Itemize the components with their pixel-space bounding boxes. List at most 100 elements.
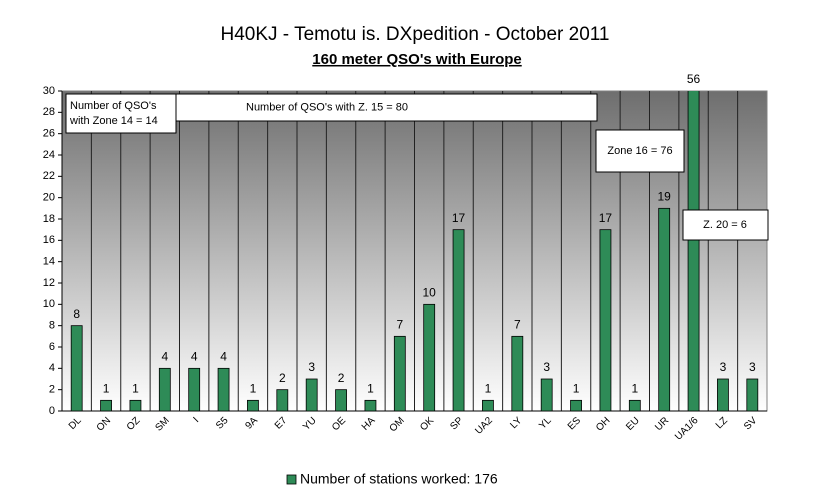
y-tick-label: 20: [43, 192, 55, 204]
annotation: Number of QSO's with Z. 15 = 80: [246, 101, 408, 113]
y-tick-label: 6: [49, 341, 55, 353]
y-tick-label: 30: [43, 85, 55, 97]
y-tick-label: 14: [43, 256, 55, 268]
data-label: 1: [367, 382, 374, 396]
data-label: 56: [687, 72, 701, 86]
x-tick-label: YL: [537, 415, 554, 432]
x-tick-label: SM: [153, 415, 171, 433]
annotation-box: [595, 129, 685, 173]
bar: [746, 378, 759, 411]
legend-label: Number of stations worked: 176: [300, 471, 498, 487]
x-tick-label: OH: [594, 415, 612, 433]
annotation-box: [65, 93, 177, 134]
x-tick-label: I: [191, 415, 201, 425]
x-tick-label: SV: [742, 415, 759, 432]
bar: [658, 207, 671, 411]
bar: [70, 325, 83, 411]
bar: [247, 399, 259, 411]
x-tick-label: OM: [388, 415, 407, 434]
bar: [364, 399, 377, 411]
chart-title: H40KJ - Temotu is. DXpedition - October …: [221, 24, 610, 45]
x-tick-label: S5: [214, 415, 231, 432]
x-tick-label: E7: [273, 415, 290, 432]
annotation: Z. 20 = 6: [703, 219, 747, 231]
y-tick-label: 2: [49, 384, 55, 396]
x-tick-label: LY: [508, 415, 524, 431]
bar: [628, 399, 641, 411]
y-tick-label: 8: [49, 320, 55, 332]
data-label: 2: [279, 371, 286, 385]
y-tick-label: 4: [49, 362, 55, 374]
bar: [393, 335, 406, 411]
bar: [305, 378, 318, 411]
data-label: 1: [250, 382, 257, 396]
data-label: 3: [749, 360, 756, 374]
x-tick-label: OE: [330, 415, 348, 433]
data-label: 19: [658, 190, 672, 204]
chart-subtitle: 160 meter QSO's with Europe: [312, 51, 521, 68]
data-label: 3: [308, 360, 315, 374]
data-label: 3: [720, 360, 727, 374]
bar: [511, 335, 524, 411]
y-tick-label: 24: [43, 149, 55, 161]
bar: [335, 389, 347, 411]
data-label: 1: [103, 382, 110, 396]
y-tick-label: 22: [43, 170, 55, 182]
annotation-box: [682, 209, 769, 241]
x-tick-label: OK: [418, 415, 436, 433]
bar: [570, 399, 582, 411]
bar: [687, 91, 700, 411]
y-tick-label: 16: [43, 234, 55, 246]
data-label: 4: [220, 350, 227, 364]
data-label: 3: [543, 360, 550, 374]
data-label: 7: [396, 318, 403, 332]
bar: [100, 399, 112, 411]
y-tick-label: 0: [49, 405, 55, 417]
data-label: 10: [423, 286, 437, 300]
y-tick-label: 18: [43, 213, 55, 225]
x-tick-label: HA: [360, 415, 378, 433]
data-label: 1: [485, 382, 492, 396]
bar: [158, 367, 171, 411]
x-tick-label: ON: [95, 415, 113, 433]
bar: [217, 367, 230, 411]
data-label: 17: [599, 211, 613, 225]
data-label: 4: [161, 350, 168, 364]
x-tick-label: EU: [624, 415, 642, 433]
data-label: 1: [132, 382, 139, 396]
legend-swatch: [286, 474, 297, 485]
x-tick-label: ES: [566, 415, 583, 432]
data-label: 8: [73, 307, 80, 321]
bar: [540, 378, 553, 411]
data-label: 2: [338, 371, 345, 385]
annotation: with Zone 14 = 14: [69, 115, 158, 127]
y-tick-label: 28: [43, 106, 55, 118]
data-label: 1: [631, 382, 638, 396]
bar: [129, 399, 142, 411]
x-tick-label: 9A: [243, 415, 260, 432]
bars: [70, 91, 759, 411]
annotation-box: [175, 93, 598, 122]
x-tick-label: SP: [448, 415, 465, 432]
bar: [188, 367, 201, 411]
y-tick-label: 12: [43, 277, 55, 289]
bar: [482, 399, 494, 411]
x-tick-label: YU: [301, 415, 319, 433]
annotation: Zone 16 = 76: [607, 145, 672, 157]
bar: [717, 378, 729, 411]
x-tick-label: OZ: [125, 415, 143, 433]
x-tick-label: DL: [67, 415, 84, 432]
y-tick-label: 26: [43, 128, 55, 140]
bar: [599, 229, 612, 411]
x-tick-label: LZ: [714, 415, 730, 431]
x-tick-label: UA2: [473, 415, 495, 437]
bar: [423, 303, 436, 411]
data-label: 7: [514, 318, 521, 332]
x-tick-label: UA1/6: [673, 415, 701, 443]
x-tick-label: UR: [653, 415, 671, 433]
bar: [276, 389, 289, 411]
y-tick-label: 10: [43, 298, 55, 310]
bar: [452, 229, 465, 411]
data-label: 17: [452, 211, 466, 225]
annotation: Number of QSO's: [70, 100, 157, 112]
